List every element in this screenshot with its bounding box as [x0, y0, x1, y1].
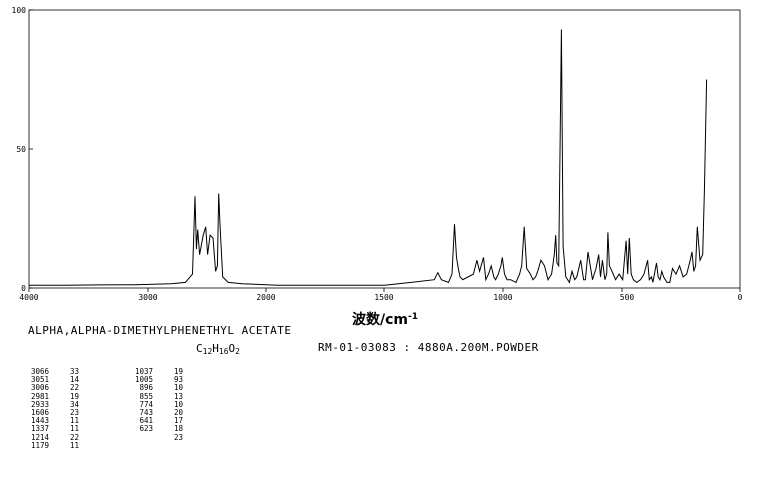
- y-tick-100: 100: [12, 6, 33, 15]
- peak-value: 10: [173, 399, 183, 409]
- peak-wavenumber: 855: [139, 391, 153, 401]
- peak-value: 11: [69, 416, 79, 426]
- sample-reference: RM-01-03083 : 4880A.200M.POWDER: [318, 341, 539, 354]
- peak-value: 14: [69, 375, 79, 385]
- peak-wavenumber: 774: [139, 399, 153, 409]
- peak-row: 855 13: [119, 391, 183, 401]
- peak-row: 1037 19: [119, 367, 183, 376]
- x-tick-label-4000: 4000: [19, 293, 38, 302]
- x-tick-label-0: 0: [738, 293, 743, 302]
- peak-row: 3006 22: [15, 384, 79, 392]
- peak-wavenumber: 3051: [30, 375, 49, 385]
- peak-row: 1606 23: [15, 407, 79, 417]
- peak-wavenumber: [119, 434, 153, 442]
- peak-value: 23: [173, 432, 183, 442]
- x-tick-0: 0: [738, 288, 743, 302]
- peak-row: 1005 93: [119, 375, 183, 385]
- peak-value: 34: [69, 399, 79, 409]
- plot-frame: [28, 9, 741, 289]
- peak-value: 23: [69, 407, 79, 417]
- y-tick-label-100: 100: [12, 6, 27, 15]
- x-tick-label-2000: 2000: [256, 293, 275, 302]
- peak-row: 2981 19: [15, 391, 79, 401]
- peak-value: 11: [69, 424, 79, 434]
- x-tick-2000: 2000: [256, 288, 276, 302]
- peak-row: 1337 11: [15, 425, 79, 433]
- peak-wavenumber: 743: [139, 407, 153, 417]
- x-axis-label-exponent: -1: [408, 312, 418, 322]
- peak-row: 896 10: [119, 384, 183, 392]
- peak-value: 22: [69, 383, 79, 393]
- y-tick-0: 0: [21, 284, 33, 293]
- formula-c: C: [196, 342, 203, 355]
- peak-wavenumber: 641: [139, 416, 153, 426]
- peak-wavenumber: 1179: [30, 440, 49, 450]
- x-tick-label-1500: 1500: [374, 293, 393, 302]
- peak-wavenumber: 1214: [30, 432, 49, 442]
- peak-row: 774 10: [119, 399, 183, 409]
- peak-wavenumber: 3006: [30, 383, 49, 393]
- formula-h-count: 16: [218, 347, 229, 356]
- peak-row: 623 18: [119, 425, 183, 433]
- x-tick-label-500: 500: [620, 293, 635, 302]
- peak-wavenumber: 623: [139, 424, 153, 434]
- peak-value: 13: [173, 391, 183, 401]
- peak-wavenumber: 1337: [30, 424, 49, 434]
- x-axis-label-text: 波数/cm: [352, 311, 408, 328]
- peak-value: 19: [173, 367, 183, 376]
- x-tick-500: 500: [620, 288, 635, 302]
- peak-wavenumber: 3066: [30, 367, 49, 376]
- peak-row: 2933 34: [15, 399, 79, 409]
- y-tick-label-50: 50: [16, 145, 26, 154]
- spectrum-series-line: [29, 29, 708, 286]
- formula-c-count: 12: [202, 347, 213, 356]
- x-axis-label: 波数/cm-1: [352, 311, 418, 328]
- peak-row: 3051 14: [15, 375, 79, 385]
- peak-value: 33: [69, 367, 79, 376]
- peak-wavenumber: 2933: [30, 399, 49, 409]
- peak-wavenumber: 1037: [134, 367, 153, 376]
- peak-row: 641 17: [119, 416, 183, 426]
- compound-name: ALPHA,ALPHA-DIMETHYLPHENETHYL ACETATE: [28, 324, 292, 337]
- peak-row: 743 20: [119, 407, 183, 417]
- peak-row: 3066 33: [15, 367, 79, 376]
- peak-row: 1443 11: [15, 416, 79, 426]
- peak-value: 22: [69, 432, 79, 442]
- peak-wavenumber: 2981: [30, 391, 49, 401]
- peak-row: 1179 11: [15, 440, 79, 450]
- y-tick-label-0: 0: [21, 284, 26, 293]
- peak-wavenumber: 1443: [30, 416, 49, 426]
- peak-value: 93: [173, 375, 183, 385]
- peak-value: 18: [173, 424, 183, 434]
- x-tick-label-3000: 3000: [138, 293, 157, 302]
- peak-row: 1214 22: [15, 432, 79, 442]
- peak-wavenumber: 896: [139, 383, 153, 393]
- x-tick-3000: 3000: [138, 288, 158, 302]
- x-tick-4000: 4000: [19, 288, 39, 302]
- peak-value: 20: [173, 407, 183, 417]
- peak-value: 19: [69, 391, 79, 401]
- peak-value: 11: [69, 440, 79, 450]
- peak-table-column-2: 1037 19 1005 93 896 10 855 13 774 10 743 20 64…: [119, 367, 183, 442]
- y-tick-50: 50: [16, 145, 33, 154]
- peak-row: 23: [119, 432, 183, 442]
- peak-value: 10: [173, 383, 183, 393]
- x-tick-1500: 1500: [374, 288, 394, 302]
- peak-value: 17: [173, 416, 183, 426]
- formula-o: O: [228, 342, 236, 355]
- peak-wavenumber: 1606: [30, 407, 49, 417]
- formula-h: H: [212, 342, 219, 355]
- molecular-formula: C12H16O2: [196, 342, 240, 356]
- x-tick-label-1000: 1000: [493, 293, 512, 302]
- x-tick-1000: 1000: [493, 288, 513, 302]
- peak-table-column-1: 3066 33 3051 14 3006 22 2981 19 2933 34 1606 2…: [15, 367, 79, 450]
- peak-wavenumber: 1005: [134, 375, 153, 385]
- formula-o-count: 2: [235, 347, 240, 356]
